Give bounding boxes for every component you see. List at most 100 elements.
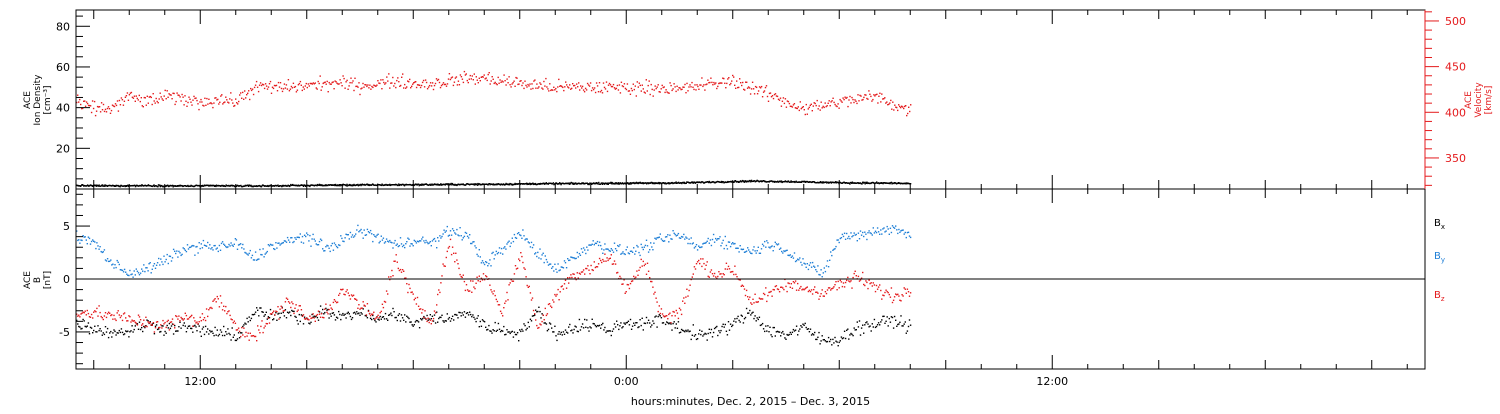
data-point-by — [377, 233, 379, 235]
data-point-velocity — [734, 84, 736, 86]
data-point-velocity — [91, 100, 94, 102]
data-point-velocity — [881, 93, 883, 95]
data-point-density — [827, 181, 829, 183]
data-point-bx — [459, 311, 461, 314]
data-point-by — [278, 242, 280, 244]
data-point-velocity — [148, 96, 150, 98]
data-point-by — [500, 247, 503, 250]
b-axis-label-line: [nT] — [43, 271, 53, 289]
data-point-velocity — [350, 77, 352, 79]
data-point-velocity — [222, 103, 224, 105]
data-point-bx — [540, 317, 542, 319]
data-point-velocity — [241, 97, 243, 99]
data-point-bx — [249, 319, 251, 322]
data-point-bz — [572, 273, 574, 275]
data-point-velocity — [777, 98, 780, 100]
data-point-velocity — [772, 97, 775, 100]
data-point-by — [802, 258, 804, 260]
data-point-bx — [709, 332, 712, 334]
data-point-bz — [606, 257, 608, 259]
data-point-velocity — [757, 90, 760, 92]
data-point-velocity — [607, 84, 610, 86]
data-point-bz — [247, 332, 249, 334]
data-point-velocity — [93, 100, 96, 103]
data-point-bx — [89, 326, 92, 329]
data-point-velocity — [776, 95, 779, 98]
data-point-bz — [545, 314, 548, 317]
data-point-bx — [821, 335, 823, 337]
data-point-bz — [762, 292, 765, 295]
data-point-velocity — [163, 95, 165, 97]
data-point-by — [906, 231, 909, 234]
data-point-velocity — [475, 76, 477, 78]
data-point-bx — [638, 326, 640, 328]
data-point-velocity — [413, 82, 415, 84]
data-point-by — [685, 236, 687, 238]
data-point-bx — [832, 338, 834, 341]
data-point-bz — [300, 309, 303, 311]
data-point-bx — [528, 326, 530, 328]
data-point-by — [259, 248, 261, 251]
data-point-bx — [415, 319, 418, 322]
data-point-velocity — [458, 84, 461, 86]
data-point-velocity — [236, 102, 238, 104]
data-point-density — [192, 185, 195, 188]
data-point-bx — [294, 315, 296, 318]
data-point-by — [492, 251, 494, 254]
data-point-velocity — [773, 93, 776, 96]
data-point-bz — [808, 289, 811, 292]
data-point-bz — [603, 260, 605, 262]
data-point-density — [702, 181, 704, 183]
data-point-bx — [699, 329, 701, 331]
data-point-bx — [285, 317, 288, 319]
data-point-by — [396, 243, 398, 245]
data-point-by — [767, 242, 769, 244]
data-point-by — [158, 257, 160, 260]
data-point-bx — [185, 331, 188, 333]
data-point-by — [381, 239, 384, 241]
data-point-bx — [769, 326, 771, 328]
data-point-by — [315, 243, 317, 245]
data-point-by — [854, 234, 856, 236]
data-point-bz — [544, 307, 546, 310]
data-point-bx — [151, 323, 153, 325]
data-point-density — [260, 186, 263, 188]
data-point-by — [112, 263, 114, 265]
data-point-by — [754, 250, 756, 252]
data-point-bz — [669, 312, 671, 314]
data-point-velocity — [136, 97, 138, 100]
data-point-velocity — [170, 94, 172, 96]
data-point-bz — [597, 263, 600, 265]
data-point-by — [120, 269, 123, 271]
data-point-density — [890, 181, 893, 184]
data-point-by — [392, 247, 394, 249]
data-point-density — [558, 183, 560, 185]
data-point-bx — [127, 330, 129, 332]
data-point-density — [440, 183, 442, 185]
data-point-bz — [274, 314, 276, 316]
data-point-bx — [261, 311, 263, 313]
data-point-density — [618, 183, 620, 185]
data-point-bx — [792, 328, 795, 331]
data-point-by — [884, 231, 886, 233]
data-point-velocity — [526, 86, 528, 88]
data-point-bx — [360, 312, 362, 314]
data-point-bz — [701, 265, 703, 268]
data-point-by — [811, 261, 814, 264]
data-point-by — [559, 269, 561, 271]
data-point-bz — [804, 288, 806, 290]
data-point-bz — [602, 258, 604, 261]
data-point-by — [688, 238, 690, 240]
data-point-by — [333, 242, 336, 244]
data-point-bz — [453, 252, 455, 254]
data-point-by — [233, 243, 235, 245]
data-point-bz — [539, 323, 541, 325]
data-point-bx — [436, 311, 438, 313]
data-point-by — [627, 252, 630, 254]
data-point-by — [542, 252, 544, 254]
data-point-bx — [866, 321, 868, 323]
data-point-bx — [158, 328, 160, 330]
data-point-bx — [726, 334, 729, 336]
data-point-bz — [236, 329, 239, 331]
data-point-bz — [751, 303, 753, 305]
